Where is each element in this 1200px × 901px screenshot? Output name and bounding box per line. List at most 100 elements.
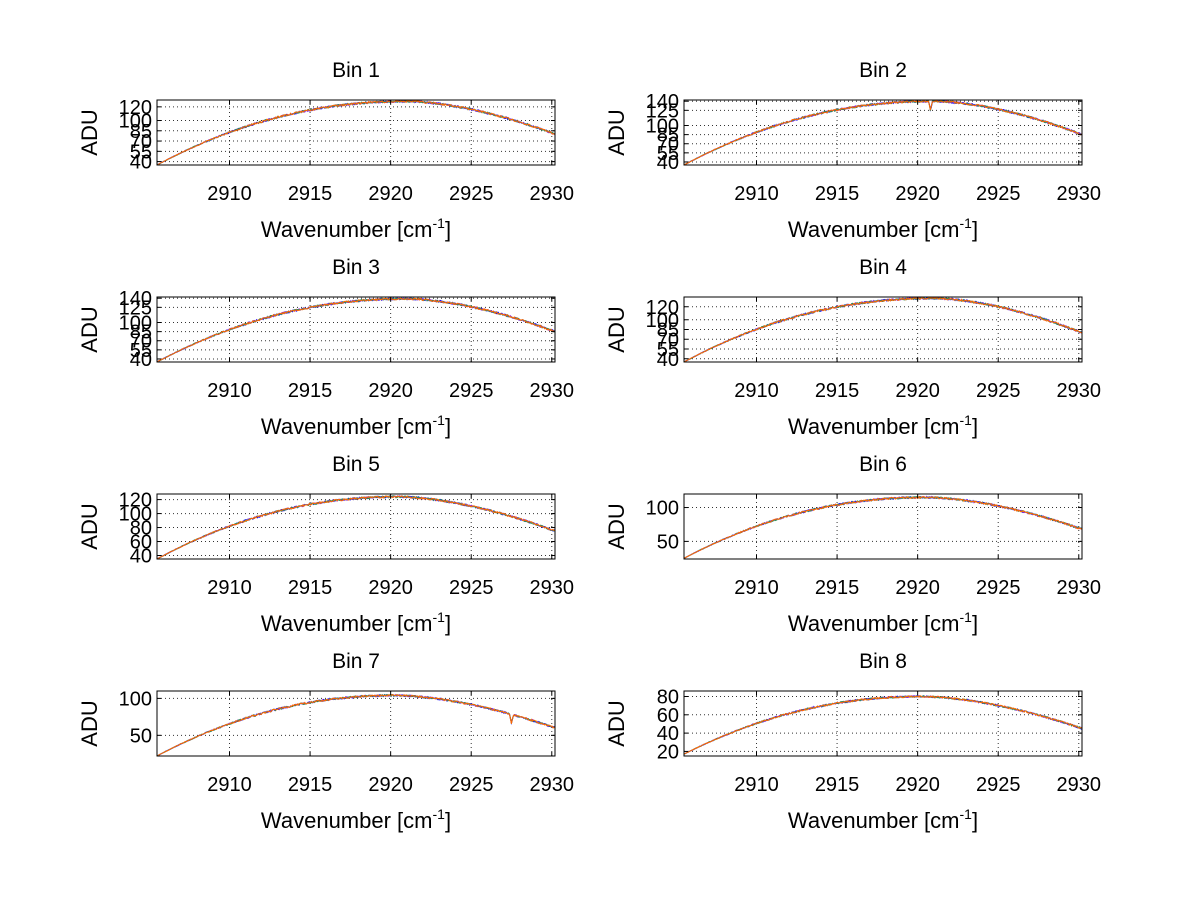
x-tick-label: 2925 [449,774,494,796]
y-tick-label: 40 [130,152,152,174]
x-tick-label: 2910 [734,577,779,599]
x-tick-label: 2920 [895,183,940,205]
x-tick-label: 2910 [734,183,779,205]
subplot-title: Bin 5 [332,453,380,476]
y-tick-label: 100 [646,116,679,138]
y-axis-label: ADU [604,109,629,155]
series-group [157,297,555,362]
y-tick-label: 55 [130,340,152,362]
x-tick-label: 2920 [895,577,940,599]
x-tick-label: 2920 [895,380,940,402]
y-axis-label: ADU [604,306,629,352]
x-tick-label: 2910 [207,380,252,402]
y-tick-label: 100 [646,498,679,520]
x-axis-label: Wavenumber [cm-1] [261,412,451,439]
subplot-title: Bin 4 [859,256,907,279]
y-tick-label: 20 [657,741,679,763]
y-tick-label: 85 [657,320,679,342]
y-tick-label: 80 [657,686,679,708]
y-axis-label: ADU [604,700,629,746]
series-line-4 [157,297,555,362]
x-axis-label: Wavenumber [cm-1] [261,806,451,833]
y-tick-label: 85 [657,125,679,147]
x-tick-label: 2915 [288,774,333,796]
y-tick-label: 70 [130,131,152,153]
series-line-4 [157,495,555,559]
y-tick-label: 50 [657,531,679,553]
axes-frame [683,493,1083,560]
x-tick-label: 2925 [976,183,1021,205]
y-tick-label: 80 [130,518,152,540]
y-axis-label: ADU [77,109,102,155]
x-tick-label: 2910 [734,380,779,402]
x-axis-label: Wavenumber [cm-1] [261,609,451,636]
x-tick-label: 2915 [288,577,333,599]
x-tick-label: 2930 [1057,183,1102,205]
x-tick-label: 2910 [207,774,252,796]
x-axis-label: Wavenumber [cm-1] [788,806,978,833]
x-tick-label: 2920 [895,774,940,796]
series-group [157,100,555,165]
series-line-4 [157,100,555,165]
axes-frame [156,296,556,363]
x-tick-label: 2925 [449,577,494,599]
x-axis-label: Wavenumber [cm-1] [788,215,978,242]
y-tick-label: 60 [130,532,152,554]
x-tick-label: 2930 [530,380,575,402]
y-tick-label: 40 [130,546,152,568]
y-tick-label: 125 [119,297,152,319]
y-tick-label: 70 [657,329,679,351]
y-tick-label: 85 [130,322,152,344]
y-tick-label: 70 [657,134,679,156]
x-tick-label: 2910 [207,577,252,599]
y-tick-label: 120 [119,490,152,512]
x-tick-label: 2915 [815,774,860,796]
subplot-title: Bin 3 [332,256,380,279]
axes-frame [683,690,1083,757]
x-tick-label: 2920 [368,380,413,402]
x-tick-label: 2925 [976,774,1021,796]
y-tick-label: 100 [646,310,679,332]
y-axis-label: ADU [77,306,102,352]
y-tick-label: 120 [119,97,152,119]
series-group [684,100,1082,165]
x-axis-label: Wavenumber [cm-1] [788,609,978,636]
x-tick-label: 2915 [815,183,860,205]
series-line-4 [684,495,1082,559]
x-tick-label: 2925 [976,380,1021,402]
subplot-bin-7: 2910 2915 2920 2925 2930 50 100 Bin 7 Wavenumber… [77,650,574,833]
x-tick-label: 2915 [288,380,333,402]
y-tick-label: 40 [657,349,679,371]
series-line-4 [684,100,1082,165]
y-tick-label: 60 [657,705,679,727]
y-tick-label: 140 [119,288,152,310]
x-tick-label: 2920 [368,774,413,796]
x-tick-label: 2930 [530,577,575,599]
y-tick-label: 40 [130,349,152,371]
series-line-4 [684,297,1082,362]
y-tick-label: 50 [130,725,152,747]
x-tick-label: 2915 [815,380,860,402]
subplot-title: Bin 8 [859,650,907,673]
x-tick-label: 2930 [1057,577,1102,599]
y-tick-label: 55 [657,143,679,165]
y-tick-label: 40 [657,152,679,174]
series-line-4 [684,695,1082,755]
x-tick-label: 2925 [449,380,494,402]
x-tick-label: 2930 [1057,380,1102,402]
series-group [157,693,555,756]
y-tick-label: 100 [119,313,152,335]
subplot-bin-6: 2910 2915 2920 2925 2930 50 100 Bin 6 Wavenumber… [604,453,1101,636]
subplot-title: Bin 2 [859,59,907,82]
x-tick-label: 2930 [530,774,575,796]
x-tick-label: 2930 [530,183,575,205]
x-tick-label: 2930 [1057,774,1102,796]
y-tick-label: 125 [646,100,679,122]
x-tick-label: 2915 [815,577,860,599]
